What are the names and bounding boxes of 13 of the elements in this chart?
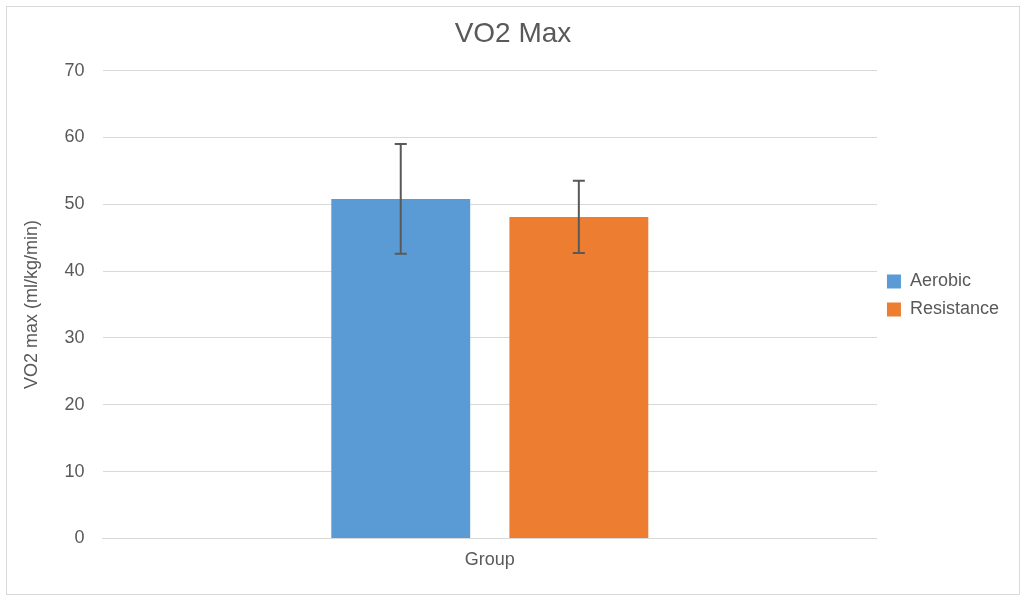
y-tick-label: 60 [64, 126, 85, 147]
y-tick-label: 50 [64, 193, 85, 214]
y-tick-label: 10 [64, 460, 85, 481]
y-tick-label: 30 [64, 326, 85, 347]
chart-title: VO2 Max [454, 16, 572, 48]
legend-label: Resistance [909, 298, 999, 319]
y-tick-label: 40 [64, 260, 85, 281]
y-axis-title: VO2 max (ml/kg/min) [20, 219, 41, 390]
x-tick-label: Group [464, 549, 515, 570]
legend-label: Aerobic [909, 270, 971, 291]
y-tick-label: 70 [64, 59, 85, 80]
y-tick-label: 20 [64, 393, 85, 414]
y-tick-label: 0 [74, 527, 85, 548]
